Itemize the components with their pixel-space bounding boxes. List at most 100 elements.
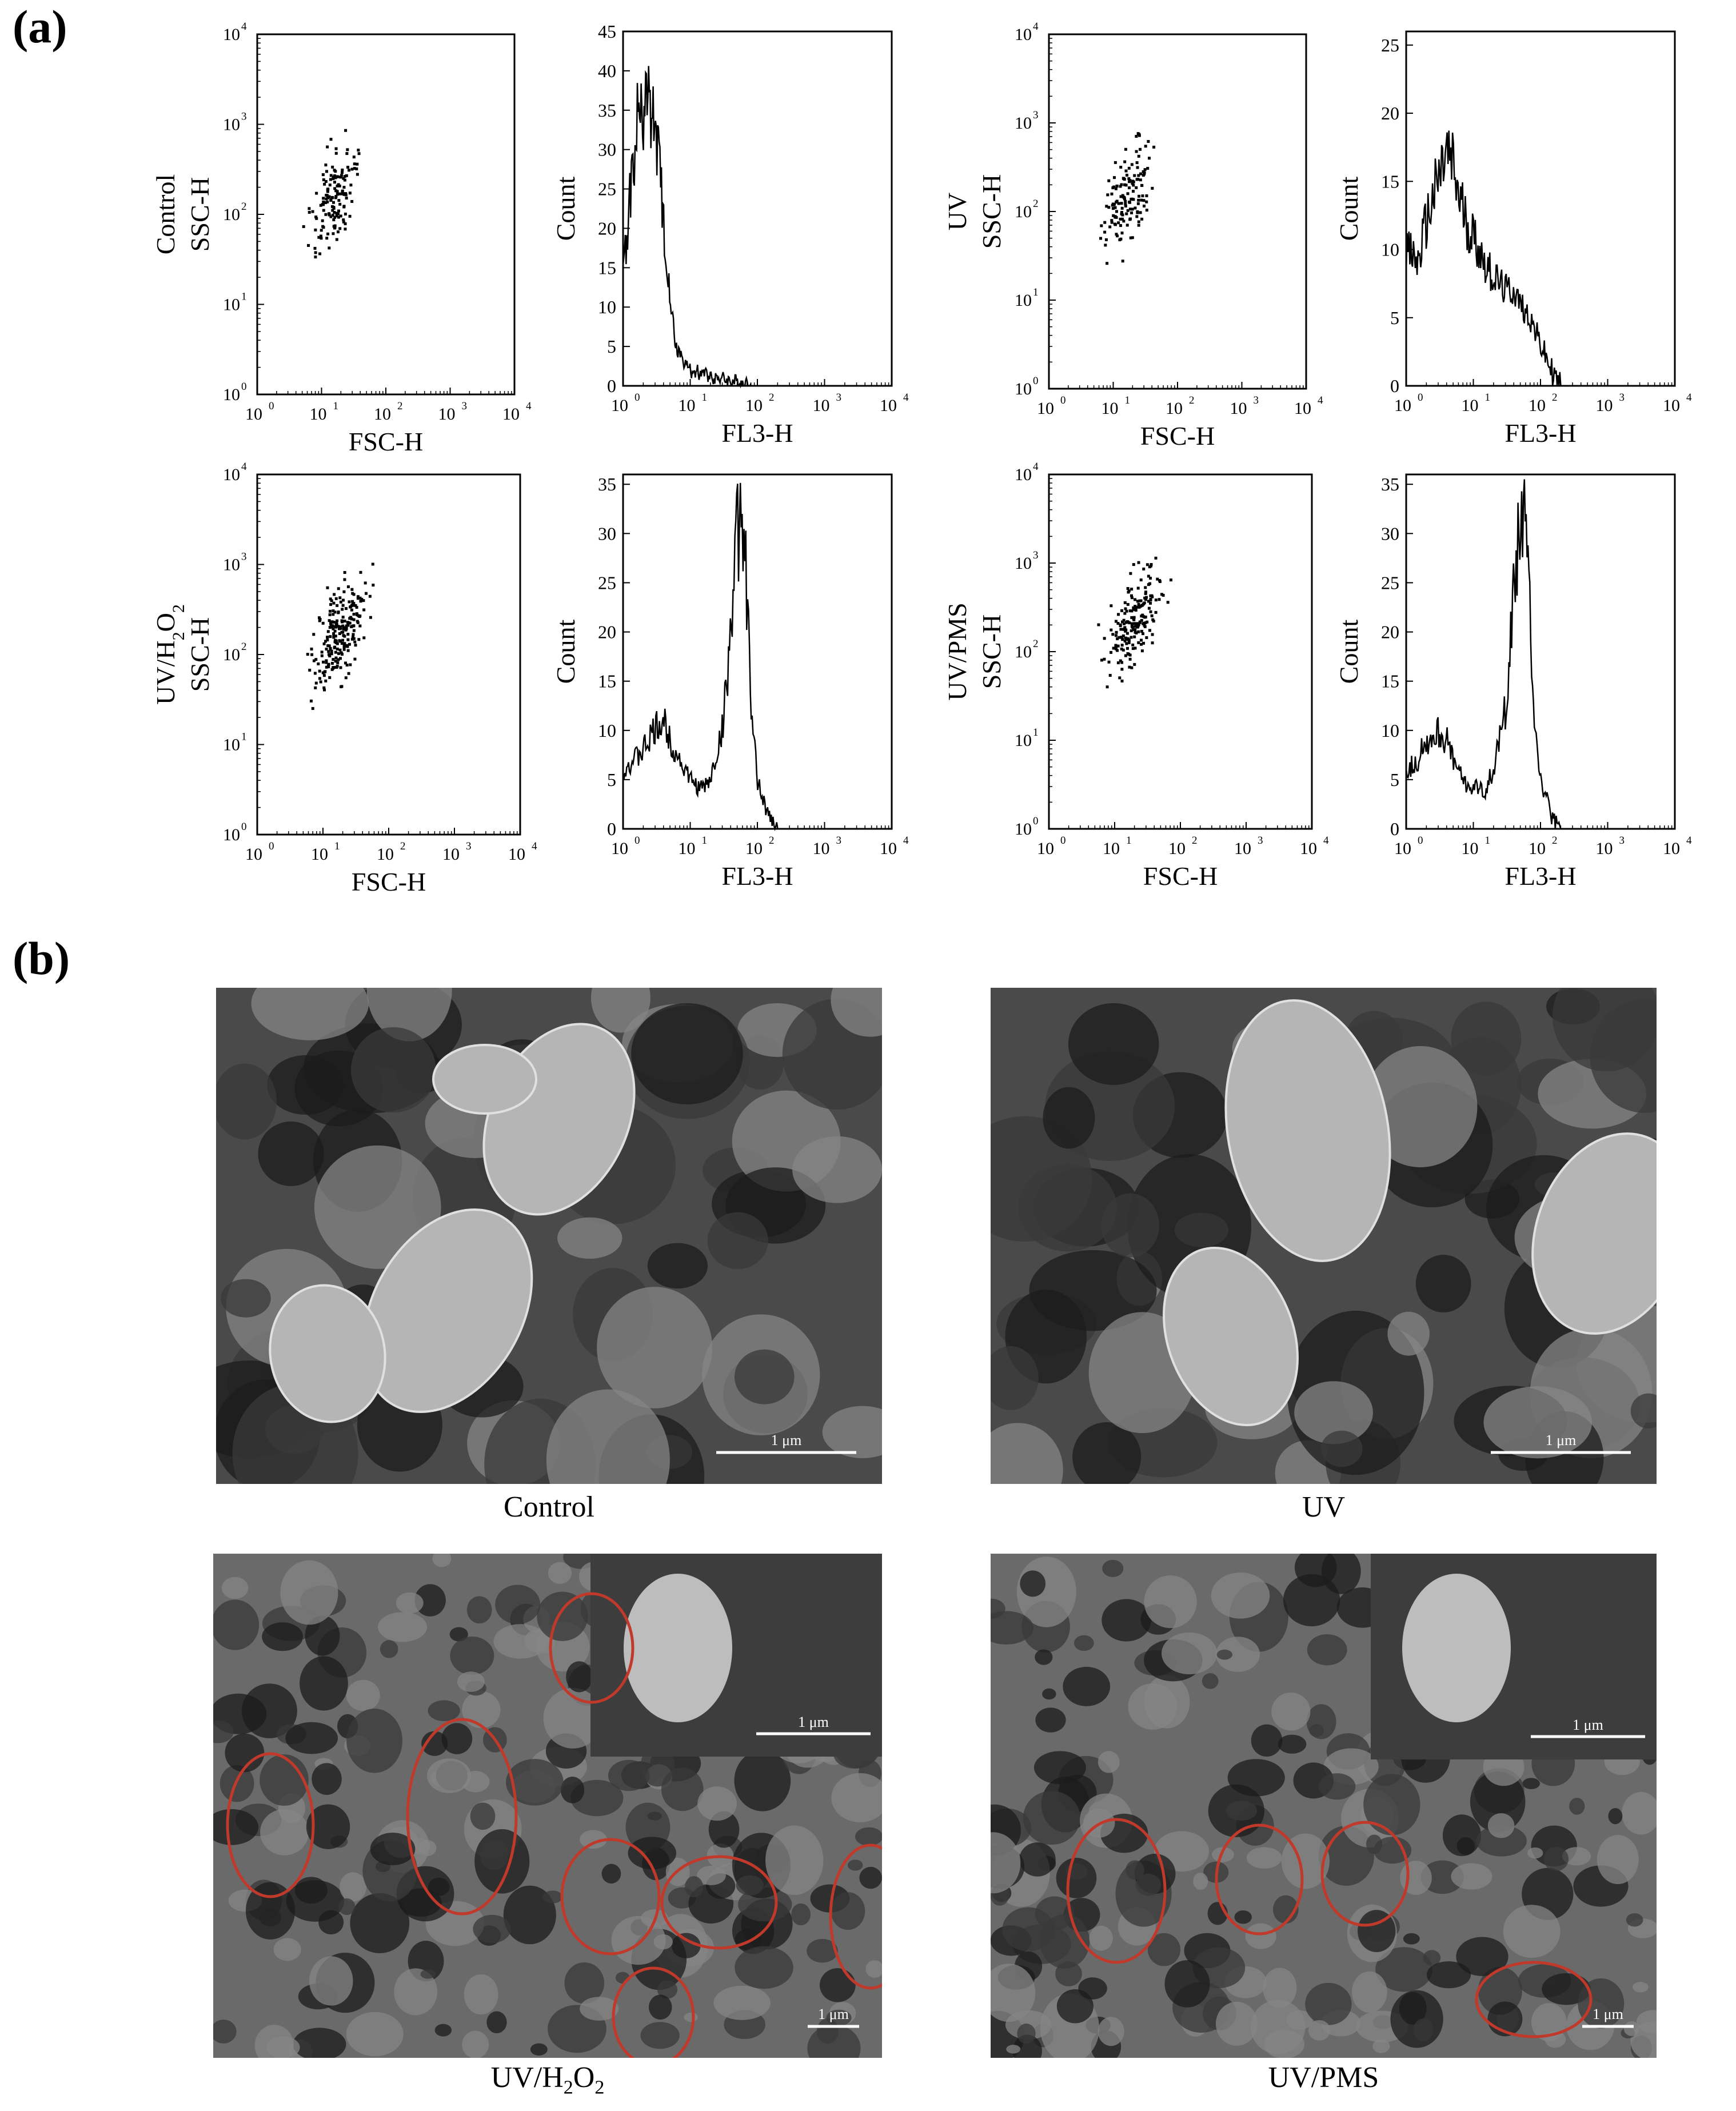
scatter-point [323, 671, 326, 674]
scatter-point [337, 587, 340, 590]
scatter-point [1142, 174, 1145, 177]
scatter-point [340, 642, 344, 645]
scatter-point [1128, 186, 1131, 190]
texture-blob [707, 1212, 768, 1270]
texture-blob [1390, 1990, 1443, 2048]
texture-blob [1476, 1825, 1527, 1857]
scatter-point [342, 643, 346, 647]
scatter-point [345, 627, 348, 630]
bacterial-cell [1163, 1247, 1299, 1426]
condition-label: UV/H2O2 [151, 604, 188, 705]
texture-blob [1487, 1813, 1515, 1838]
texture-blob [306, 1804, 350, 1849]
plot-frame [1048, 33, 1307, 390]
scatter-point [333, 646, 336, 649]
x-axis-label: FL3-H [1504, 861, 1576, 891]
scatter-point [324, 179, 328, 183]
scatter-point [352, 155, 356, 159]
texture-blob [1215, 2001, 1258, 2046]
scatter-point [345, 174, 348, 177]
y-tick-label: 25 [1381, 35, 1399, 55]
scatter-point [343, 578, 346, 581]
scatter-point [1142, 641, 1146, 645]
scatter-point [338, 227, 342, 230]
scatter-point [1100, 659, 1103, 662]
texture-blob [557, 1217, 622, 1259]
scatter-point [333, 226, 337, 229]
sem-texture: 1 μm 1 μm [991, 1554, 1657, 2058]
scatter-point [325, 237, 329, 240]
scatter-point [1110, 219, 1114, 222]
scatter-point [1122, 618, 1126, 622]
texture-blob [305, 1615, 340, 1656]
scatter-point [1119, 165, 1123, 169]
texture-blob [309, 1956, 353, 2006]
scatter-point [347, 672, 350, 675]
scatter-point [350, 625, 353, 628]
scatter-point [1126, 192, 1130, 195]
scatter-point [360, 597, 364, 601]
plot-frame [1405, 30, 1676, 387]
panel-b-label: (b) [13, 932, 70, 984]
scatter-point [1137, 220, 1140, 224]
scatter-point [330, 661, 334, 665]
scatter-point [1130, 636, 1133, 639]
x-tick-exponent: 2 [769, 835, 775, 847]
scatter-point [332, 609, 335, 613]
y-tick-label: 20 [598, 218, 616, 238]
scatter-point [326, 194, 329, 197]
scatter-point [318, 677, 321, 680]
scatter-point [1120, 661, 1124, 664]
x-tick-exponent: 3 [1619, 835, 1625, 847]
scatter-point [1130, 622, 1134, 625]
scatter-point [1140, 217, 1144, 221]
texture-blob [1056, 1858, 1097, 1898]
inset-scale-label: 1 μm [798, 1714, 829, 1730]
scatter-point [1111, 186, 1115, 190]
texture-blob [1215, 1637, 1260, 1672]
scatter-point [1154, 598, 1158, 602]
texture-blob [1144, 1575, 1197, 1629]
scatter-point [1144, 598, 1147, 601]
scatter-point [342, 177, 345, 180]
scatter-point [1123, 622, 1126, 625]
scatter-point [341, 168, 344, 171]
texture-blob [462, 1691, 501, 1729]
scatter-point [1148, 157, 1151, 160]
texture-blob [608, 1759, 650, 1791]
scatter-point [1119, 195, 1123, 198]
texture-blob [1320, 1430, 1363, 1467]
scatter-point [1133, 622, 1136, 625]
scatter-point [1148, 565, 1151, 569]
scatter-point [1111, 207, 1115, 210]
x-axis-label: FSC-H [349, 427, 423, 456]
scatter-point [1137, 224, 1140, 227]
bacterial-cell [1224, 999, 1391, 1262]
scatter-point [1121, 213, 1124, 217]
texture-blob [647, 1243, 708, 1289]
x-axis-label: FL3-H [721, 861, 793, 891]
y-tick-label: 10 [223, 296, 240, 314]
scatter-point [1121, 217, 1124, 221]
texture-blob [1098, 2017, 1124, 2046]
scatter-point [1151, 595, 1154, 598]
y-tick-label: 10 [223, 736, 240, 755]
texture-blob [1456, 1937, 1508, 1976]
x-tick-exponent: 3 [462, 400, 468, 412]
scatter-point [1144, 586, 1147, 589]
texture-blob [1363, 1774, 1420, 1835]
highlight-circle [560, 1838, 661, 1956]
scatter-point [1114, 644, 1118, 647]
scatter-point [330, 625, 334, 629]
scatter-point [1132, 617, 1135, 620]
scale-bar-label: 1 μm [1546, 1432, 1577, 1448]
scatter-point [342, 598, 345, 602]
scatter-point [322, 686, 326, 689]
scatter-point [331, 214, 334, 217]
scatter-point [1106, 685, 1109, 689]
scatter-point [310, 653, 314, 656]
scatter-point [1110, 221, 1114, 224]
scatter-point [350, 167, 354, 171]
scatter-point [1122, 634, 1125, 637]
scatter-point [345, 152, 349, 155]
